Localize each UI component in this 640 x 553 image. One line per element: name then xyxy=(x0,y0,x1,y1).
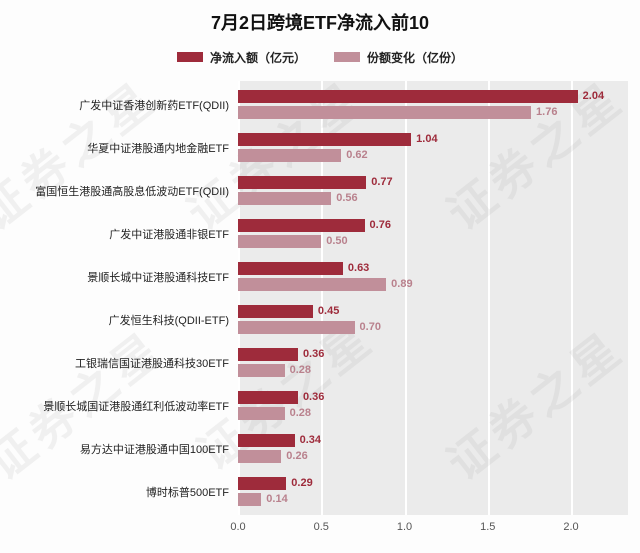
inflow-bar xyxy=(238,391,298,404)
bar-group: 0.63 0.89 xyxy=(238,255,632,298)
inflow-bar xyxy=(238,90,578,103)
gridline xyxy=(404,81,407,515)
share-change-bar xyxy=(238,321,355,334)
share-change-bar xyxy=(238,106,532,119)
bar-group: 0.45 0.70 xyxy=(238,298,632,341)
chart-legend: 净流入额（亿元） 份额变化（亿份） xyxy=(0,49,640,65)
bar-group: 0.36 0.28 xyxy=(238,341,632,384)
chart-row: 华夏中证港股通内地金融ETF 1.04 0.62 xyxy=(6,126,632,169)
bar-group: 0.34 0.26 xyxy=(238,427,632,470)
share-change-bar xyxy=(238,149,342,162)
x-tick-label: 1.5 xyxy=(480,521,496,533)
share-change-value: 0.14 xyxy=(266,493,288,505)
category-label: 博时标普500ETF xyxy=(145,486,229,499)
inflow-bar xyxy=(238,434,295,447)
legend-item-inflow: 净流入额（亿元） xyxy=(176,49,306,66)
x-tick-label: 0.0 xyxy=(230,521,246,533)
category-label: 富国恒生港股通高股息低波动ETF(QDII) xyxy=(35,185,229,198)
chart-rows: 广发中证香港创新药ETF(QDII) 2.04 1.76 华夏中证港股通内地金融ETF… xyxy=(6,81,632,513)
share-change-value: 0.26 xyxy=(286,450,308,462)
bar-chart: 广发中证香港创新药ETF(QDII) 2.04 1.76 华夏中证港股通内地金融ETF… xyxy=(6,81,632,543)
bar-group: 0.29 0.14 xyxy=(238,470,632,513)
x-axis-ticks: 0.0 0.5 1.0 1.5 2.0 xyxy=(6,521,632,537)
inflow-value: 0.76 xyxy=(369,219,391,231)
share-change-legend-label: 份额变化（亿份） xyxy=(367,50,464,65)
legend-item-share-change: 份额变化（亿份） xyxy=(334,49,463,66)
share-change-value: 0.28 xyxy=(289,364,312,376)
share-change-swatch xyxy=(334,52,360,62)
inflow-bar xyxy=(238,176,367,189)
category-label: 易方达中证港股通中国100ETF xyxy=(79,443,229,456)
share-change-value: 0.28 xyxy=(289,407,312,419)
chart-row: 工银瑞信国证港股通科技30ETF 0.36 0.28 xyxy=(6,341,632,384)
gridline xyxy=(487,81,490,515)
share-change-value: 0.70 xyxy=(359,321,381,333)
gridline xyxy=(571,81,573,515)
chart-title: 7月2日跨境ETF净流入前10 xyxy=(210,13,430,33)
inflow-value: 0.34 xyxy=(299,434,322,446)
chart-row: 广发中证香港创新药ETF(QDII) 2.04 1.76 xyxy=(6,83,632,126)
share-change-value: 0.50 xyxy=(326,235,348,247)
bar-group: 0.76 0.50 xyxy=(238,212,632,255)
inflow-swatch xyxy=(176,52,203,62)
category-label: 景顺长城中证港股通科技ETF xyxy=(87,271,229,284)
inflow-bar xyxy=(238,133,412,146)
share-change-value: 0.56 xyxy=(336,192,358,204)
gridline xyxy=(321,81,324,515)
inflow-value: 0.77 xyxy=(371,176,393,188)
inflow-value: 0.29 xyxy=(291,477,313,489)
bar-group: 2.04 1.76 xyxy=(238,83,632,126)
inflow-value: 2.04 xyxy=(582,90,605,102)
x-tick-label: 2.0 xyxy=(563,521,579,533)
bar-group: 0.36 0.28 xyxy=(238,384,632,427)
inflow-value: 0.45 xyxy=(317,305,340,317)
chart-row: 广发恒生科技(QDII-ETF) 0.45 0.70 xyxy=(6,298,632,341)
inflow-bar xyxy=(238,305,313,318)
share-change-bar xyxy=(238,407,285,420)
chart-row: 景顺长城国证港股通红利低波动率ETF 0.36 0.28 xyxy=(6,384,632,427)
share-change-value: 1.76 xyxy=(536,106,558,118)
share-change-value: 0.89 xyxy=(391,278,413,290)
category-label: 广发中证港股通非银ETF xyxy=(109,228,229,241)
chart-row: 景顺长城中证港股通科技ETF 0.63 0.89 xyxy=(6,255,632,298)
inflow-bar xyxy=(238,219,365,232)
chart-row: 博时标普500ETF 0.29 0.14 xyxy=(6,470,632,513)
share-change-bar xyxy=(238,493,262,506)
share-change-bar xyxy=(238,364,285,377)
inflow-bar xyxy=(238,477,287,490)
category-label: 景顺长城国证港股通红利低波动率ETF xyxy=(43,400,229,413)
inflow-value: 0.36 xyxy=(302,391,325,403)
share-change-bar xyxy=(238,192,332,205)
x-tick-label: 0.5 xyxy=(313,521,329,533)
chart-row: 广发中证港股通非银ETF 0.76 0.50 xyxy=(6,212,632,255)
x-tick-label: 1.0 xyxy=(396,521,413,533)
share-change-value: 0.62 xyxy=(346,149,368,161)
chart-row: 富国恒生港股通高股息低波动ETF(QDII) 0.77 0.56 xyxy=(6,169,632,212)
bar-group: 0.77 0.56 xyxy=(238,169,632,212)
inflow-bar xyxy=(238,348,298,361)
category-label: 广发中证香港创新药ETF(QDII) xyxy=(79,99,229,112)
category-label: 华夏中证港股通内地金融ETF xyxy=(87,142,229,155)
category-label: 广发恒生科技(QDII-ETF) xyxy=(108,314,229,327)
inflow-value: 1.04 xyxy=(416,133,438,145)
share-change-bar xyxy=(238,450,282,463)
inflow-value: 0.63 xyxy=(347,262,370,274)
category-label: 工银瑞信国证港股通科技30ETF xyxy=(74,357,229,370)
inflow-legend-label: 净流入额（亿元） xyxy=(209,50,306,65)
gridline xyxy=(238,81,240,515)
inflow-value: 0.36 xyxy=(302,348,325,360)
share-change-bar xyxy=(238,235,322,248)
inflow-bar xyxy=(238,262,343,275)
chart-row: 易方达中证港股通中国100ETF 0.34 0.26 xyxy=(6,427,632,470)
share-change-bar xyxy=(238,278,387,291)
bar-group: 1.04 0.62 xyxy=(238,126,632,169)
